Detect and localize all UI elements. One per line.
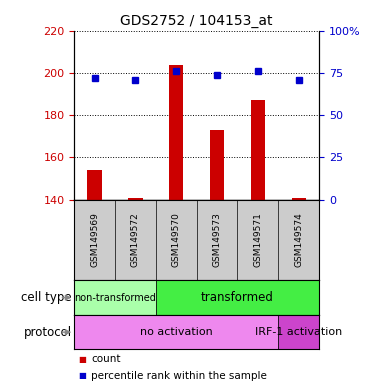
Bar — [169, 65, 183, 200]
Bar — [278, 315, 319, 349]
Bar — [74, 315, 278, 349]
Bar — [156, 280, 319, 315]
Text: protocol: protocol — [24, 326, 72, 339]
Text: percentile rank within the sample: percentile rank within the sample — [91, 371, 267, 381]
Text: IRF-1 activation: IRF-1 activation — [255, 327, 342, 337]
Text: GSM149570: GSM149570 — [172, 213, 181, 267]
Text: GSM149574: GSM149574 — [294, 213, 303, 267]
Text: GSM149571: GSM149571 — [253, 213, 262, 267]
Title: GDS2752 / 104153_at: GDS2752 / 104153_at — [120, 14, 273, 28]
Text: transformed: transformed — [201, 291, 274, 304]
Bar — [210, 130, 224, 200]
Text: count: count — [91, 354, 121, 364]
Text: ■: ■ — [78, 371, 86, 380]
Text: GSM149572: GSM149572 — [131, 213, 140, 267]
Text: non-transformed: non-transformed — [74, 293, 156, 303]
Bar — [88, 170, 102, 200]
Text: GSM149569: GSM149569 — [90, 213, 99, 267]
Text: ■: ■ — [78, 354, 86, 364]
Text: GSM149573: GSM149573 — [213, 213, 221, 267]
Bar — [128, 198, 142, 200]
Bar — [251, 101, 265, 200]
Bar — [74, 280, 156, 315]
Text: cell type: cell type — [21, 291, 72, 304]
Bar — [292, 198, 306, 200]
Text: no activation: no activation — [140, 327, 213, 337]
